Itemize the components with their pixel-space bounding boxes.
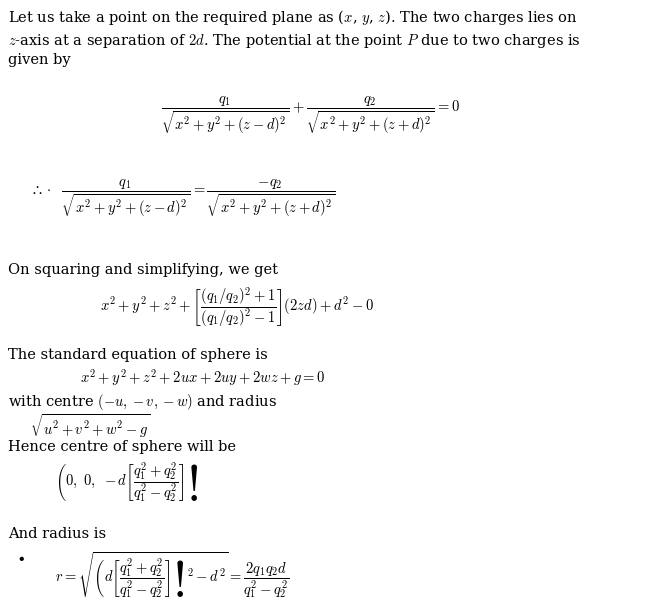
Text: $\bullet$: $\bullet$ [18,553,25,563]
Text: And radius is: And radius is [8,527,106,541]
Text: $r=\sqrt{\left(d\left[\dfrac{q_1^2+q_2^2}{q_1^2-q_2^2}\right]\right)^2-d^2}=\dfr: $r=\sqrt{\left(d\left[\dfrac{q_1^2+q_2^2… [55,550,289,600]
Text: with centre $(-u, -v, -w)$ and radius: with centre $(-u, -v, -w)$ and radius [8,392,277,412]
Text: $x^2+y^2+z^2+\left[\dfrac{(q_1/q_2)^2+1}{(q_1/q_2)^2-1}\right](2zd)+d^2-0$: $x^2+y^2+z^2+\left[\dfrac{(q_1/q_2)^2+1}… [100,285,374,329]
Text: $\sqrt{u^2+v^2+w^2-g}$: $\sqrt{u^2+v^2+w^2-g}$ [30,412,150,440]
Text: The standard equation of sphere is: The standard equation of sphere is [8,348,268,362]
Text: Let us take a point on the required plane as ($x$, $y$, $z$). The two charges li: Let us take a point on the required plan… [8,8,581,68]
Text: Hence centre of sphere will be: Hence centre of sphere will be [8,440,236,454]
Text: $x^2+y^2+z^2+2ux+2uy+2wz+g=0$: $x^2+y^2+z^2+2ux+2uy+2wz+g=0$ [80,367,326,388]
Text: On squaring and simplifying, we get: On squaring and simplifying, we get [8,263,278,277]
Text: $\left(0,\ 0,\ -d\left[\dfrac{q_1^2+q_2^2}{q_1^2-q_2^2}\right]\right)$: $\left(0,\ 0,\ -d\left[\dfrac{q_1^2+q_2^… [55,460,198,504]
Text: $\dfrac{q_1}{\sqrt{x^2+y^2+(z-d)^2}}+\dfrac{q_2}{\sqrt{x^2+y^2+(z+d)^2}}=0$: $\dfrac{q_1}{\sqrt{x^2+y^2+(z-d)^2}}+\df… [161,95,459,137]
Text: $\therefore\cdot\ \ \dfrac{q_1}{\sqrt{x^2+y^2+(z-d)^2}}=\dfrac{-q_2}{\sqrt{x^2+y: $\therefore\cdot\ \ \dfrac{q_1}{\sqrt{x^… [30,178,335,220]
